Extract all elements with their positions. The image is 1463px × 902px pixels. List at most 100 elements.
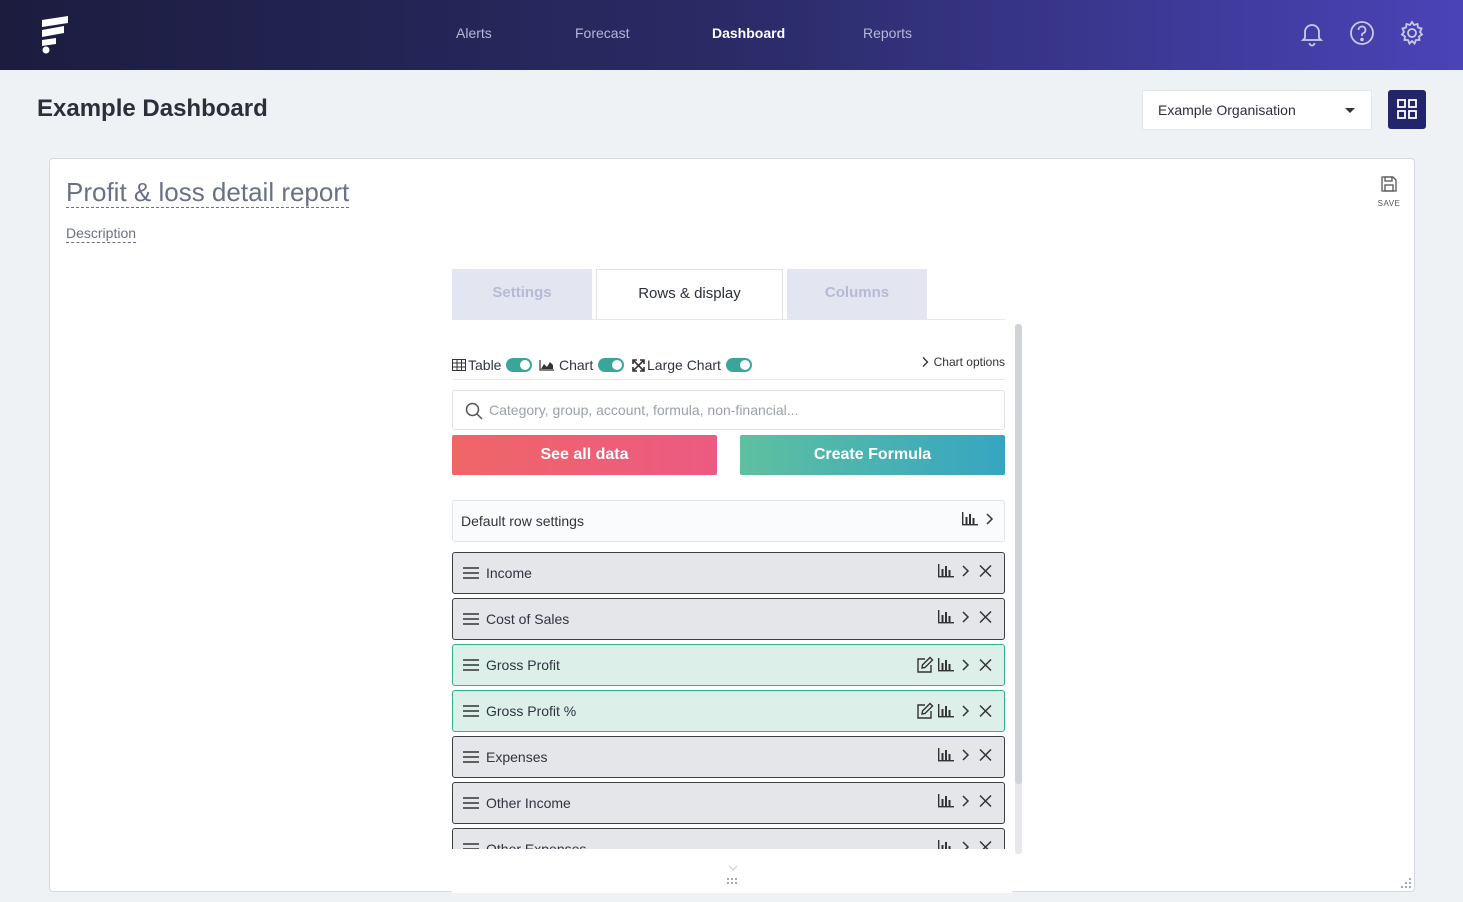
chevron-right-icon[interactable]: [958, 564, 972, 578]
chart-toggle[interactable]: Chart: [539, 355, 625, 375]
create-formula-button[interactable]: Create Formula: [740, 435, 1005, 475]
chevron-right-icon[interactable]: [958, 704, 972, 718]
grid-layout-button[interactable]: [1388, 90, 1426, 129]
organisation-select[interactable]: Example Organisation: [1142, 90, 1372, 130]
table-row[interactable]: Cost of Sales: [452, 598, 1005, 640]
report-widget-panel: Profit & loss detail report Description …: [49, 158, 1415, 893]
table-row[interactable]: Other Expenses: [452, 828, 1005, 853]
top-navigation-bar: Alerts Forecast Dashboard Reports: [0, 0, 1463, 70]
grid-icon: [1397, 99, 1417, 119]
bar-chart-icon[interactable]: [962, 512, 978, 526]
row-label: Other Income: [486, 795, 571, 811]
chart-options-link[interactable]: Chart options: [920, 355, 1005, 369]
report-description[interactable]: Description: [66, 225, 137, 243]
bar-chart-icon[interactable]: [938, 748, 954, 762]
report-title[interactable]: Profit & loss detail report: [66, 177, 350, 208]
organisation-select-value: Example Organisation: [1158, 102, 1296, 118]
gear-icon[interactable]: [1398, 19, 1426, 47]
row-search[interactable]: [452, 390, 1005, 430]
close-icon[interactable]: [976, 564, 994, 578]
large-chart-switch[interactable]: [725, 358, 752, 372]
scrollbar-thumb[interactable]: [1015, 324, 1022, 784]
save-button[interactable]: Save: [1372, 175, 1406, 208]
help-icon[interactable]: [1348, 19, 1376, 47]
drag-lines-icon[interactable]: [463, 704, 479, 718]
logo-icon[interactable]: [38, 14, 74, 54]
row-label: Cost of Sales: [486, 611, 570, 627]
row-actions: [938, 610, 994, 624]
bell-icon[interactable]: [1298, 19, 1326, 47]
close-icon[interactable]: [976, 704, 994, 718]
table-icon: [452, 359, 466, 371]
row-label: Expenses: [486, 749, 548, 765]
page-title: Example Dashboard: [37, 95, 268, 122]
display-toggles: Table Chart Large Chart: [452, 355, 1005, 380]
table-switch[interactable]: [506, 358, 533, 372]
list-fade: [452, 849, 1012, 893]
chevron-right-icon[interactable]: [958, 658, 972, 672]
table-row[interactable]: Expenses: [452, 736, 1005, 778]
edit-icon[interactable]: [916, 656, 934, 674]
table-row[interactable]: Income: [452, 552, 1005, 594]
edit-icon[interactable]: [916, 702, 934, 720]
bar-chart-icon[interactable]: [938, 564, 954, 578]
drag-lines-icon[interactable]: [463, 658, 479, 672]
row-actions: [938, 748, 994, 762]
rows-display-content: Table Chart Large Chart: [452, 319, 1005, 853]
nav-dashboard[interactable]: Dashboard: [712, 25, 786, 41]
row-actions: [916, 656, 994, 674]
bar-chart-icon[interactable]: [938, 704, 954, 718]
chart-toggle-label: Chart: [559, 357, 594, 373]
close-icon[interactable]: [976, 610, 994, 624]
search-input[interactable]: [489, 391, 989, 429]
tab-rows-display[interactable]: Rows & display: [596, 269, 783, 320]
close-icon[interactable]: [976, 794, 994, 808]
row-actions: [916, 702, 994, 720]
bar-chart-icon[interactable]: [938, 610, 954, 624]
chevron-right-icon[interactable]: [958, 794, 972, 808]
resize-handle-icon[interactable]: [1398, 875, 1412, 889]
close-icon[interactable]: [976, 748, 994, 762]
row-label: Gross Profit %: [486, 703, 577, 719]
caret-down-icon: [1345, 108, 1355, 113]
nav-forecast[interactable]: Forecast: [575, 25, 630, 41]
default-row-settings[interactable]: Default row settings: [452, 500, 1005, 542]
close-icon[interactable]: [976, 658, 994, 672]
nav-alerts[interactable]: Alerts: [456, 25, 492, 41]
row-label: Gross Profit: [486, 657, 560, 673]
expand-icon: [632, 358, 645, 372]
row-actions: [938, 564, 994, 578]
bar-chart-icon[interactable]: [938, 794, 954, 808]
table-row[interactable]: Gross Profit: [452, 644, 1005, 686]
drag-handle-icon[interactable]: [726, 864, 740, 888]
drag-lines-icon[interactable]: [463, 612, 479, 626]
drag-lines-icon[interactable]: [463, 796, 479, 810]
chart-options-label: Chart options: [933, 355, 1005, 369]
chevron-right-icon[interactable]: [984, 512, 994, 526]
bar-chart-icon[interactable]: [938, 658, 954, 672]
drag-lines-icon[interactable]: [463, 750, 479, 764]
row-actions: [938, 794, 994, 808]
large-chart-toggle-label: Large Chart: [647, 357, 721, 373]
scrollbar[interactable]: [1015, 324, 1022, 854]
large-chart-toggle[interactable]: Large Chart: [632, 355, 752, 375]
chevron-right-icon[interactable]: [958, 610, 972, 624]
nav-reports[interactable]: Reports: [863, 25, 913, 41]
area-chart-icon: [539, 360, 554, 371]
table-toggle-label: Table: [468, 357, 502, 373]
save-icon: [1381, 176, 1397, 192]
tab-columns[interactable]: Columns: [787, 269, 927, 319]
divider: [452, 319, 1005, 320]
chevron-right-icon[interactable]: [958, 748, 972, 762]
chart-switch[interactable]: [598, 358, 625, 372]
table-row[interactable]: Other Income: [452, 782, 1005, 824]
drag-lines-icon[interactable]: [463, 566, 479, 580]
search-icon: [465, 402, 483, 420]
tab-settings[interactable]: Settings: [452, 269, 592, 319]
see-all-data-button[interactable]: See all data: [452, 435, 717, 475]
save-label: Save: [1377, 199, 1401, 208]
default-row-settings-label: Default row settings: [461, 513, 584, 529]
row-label: Income: [486, 565, 532, 581]
table-toggle[interactable]: Table: [452, 355, 533, 375]
table-row[interactable]: Gross Profit %: [452, 690, 1005, 732]
